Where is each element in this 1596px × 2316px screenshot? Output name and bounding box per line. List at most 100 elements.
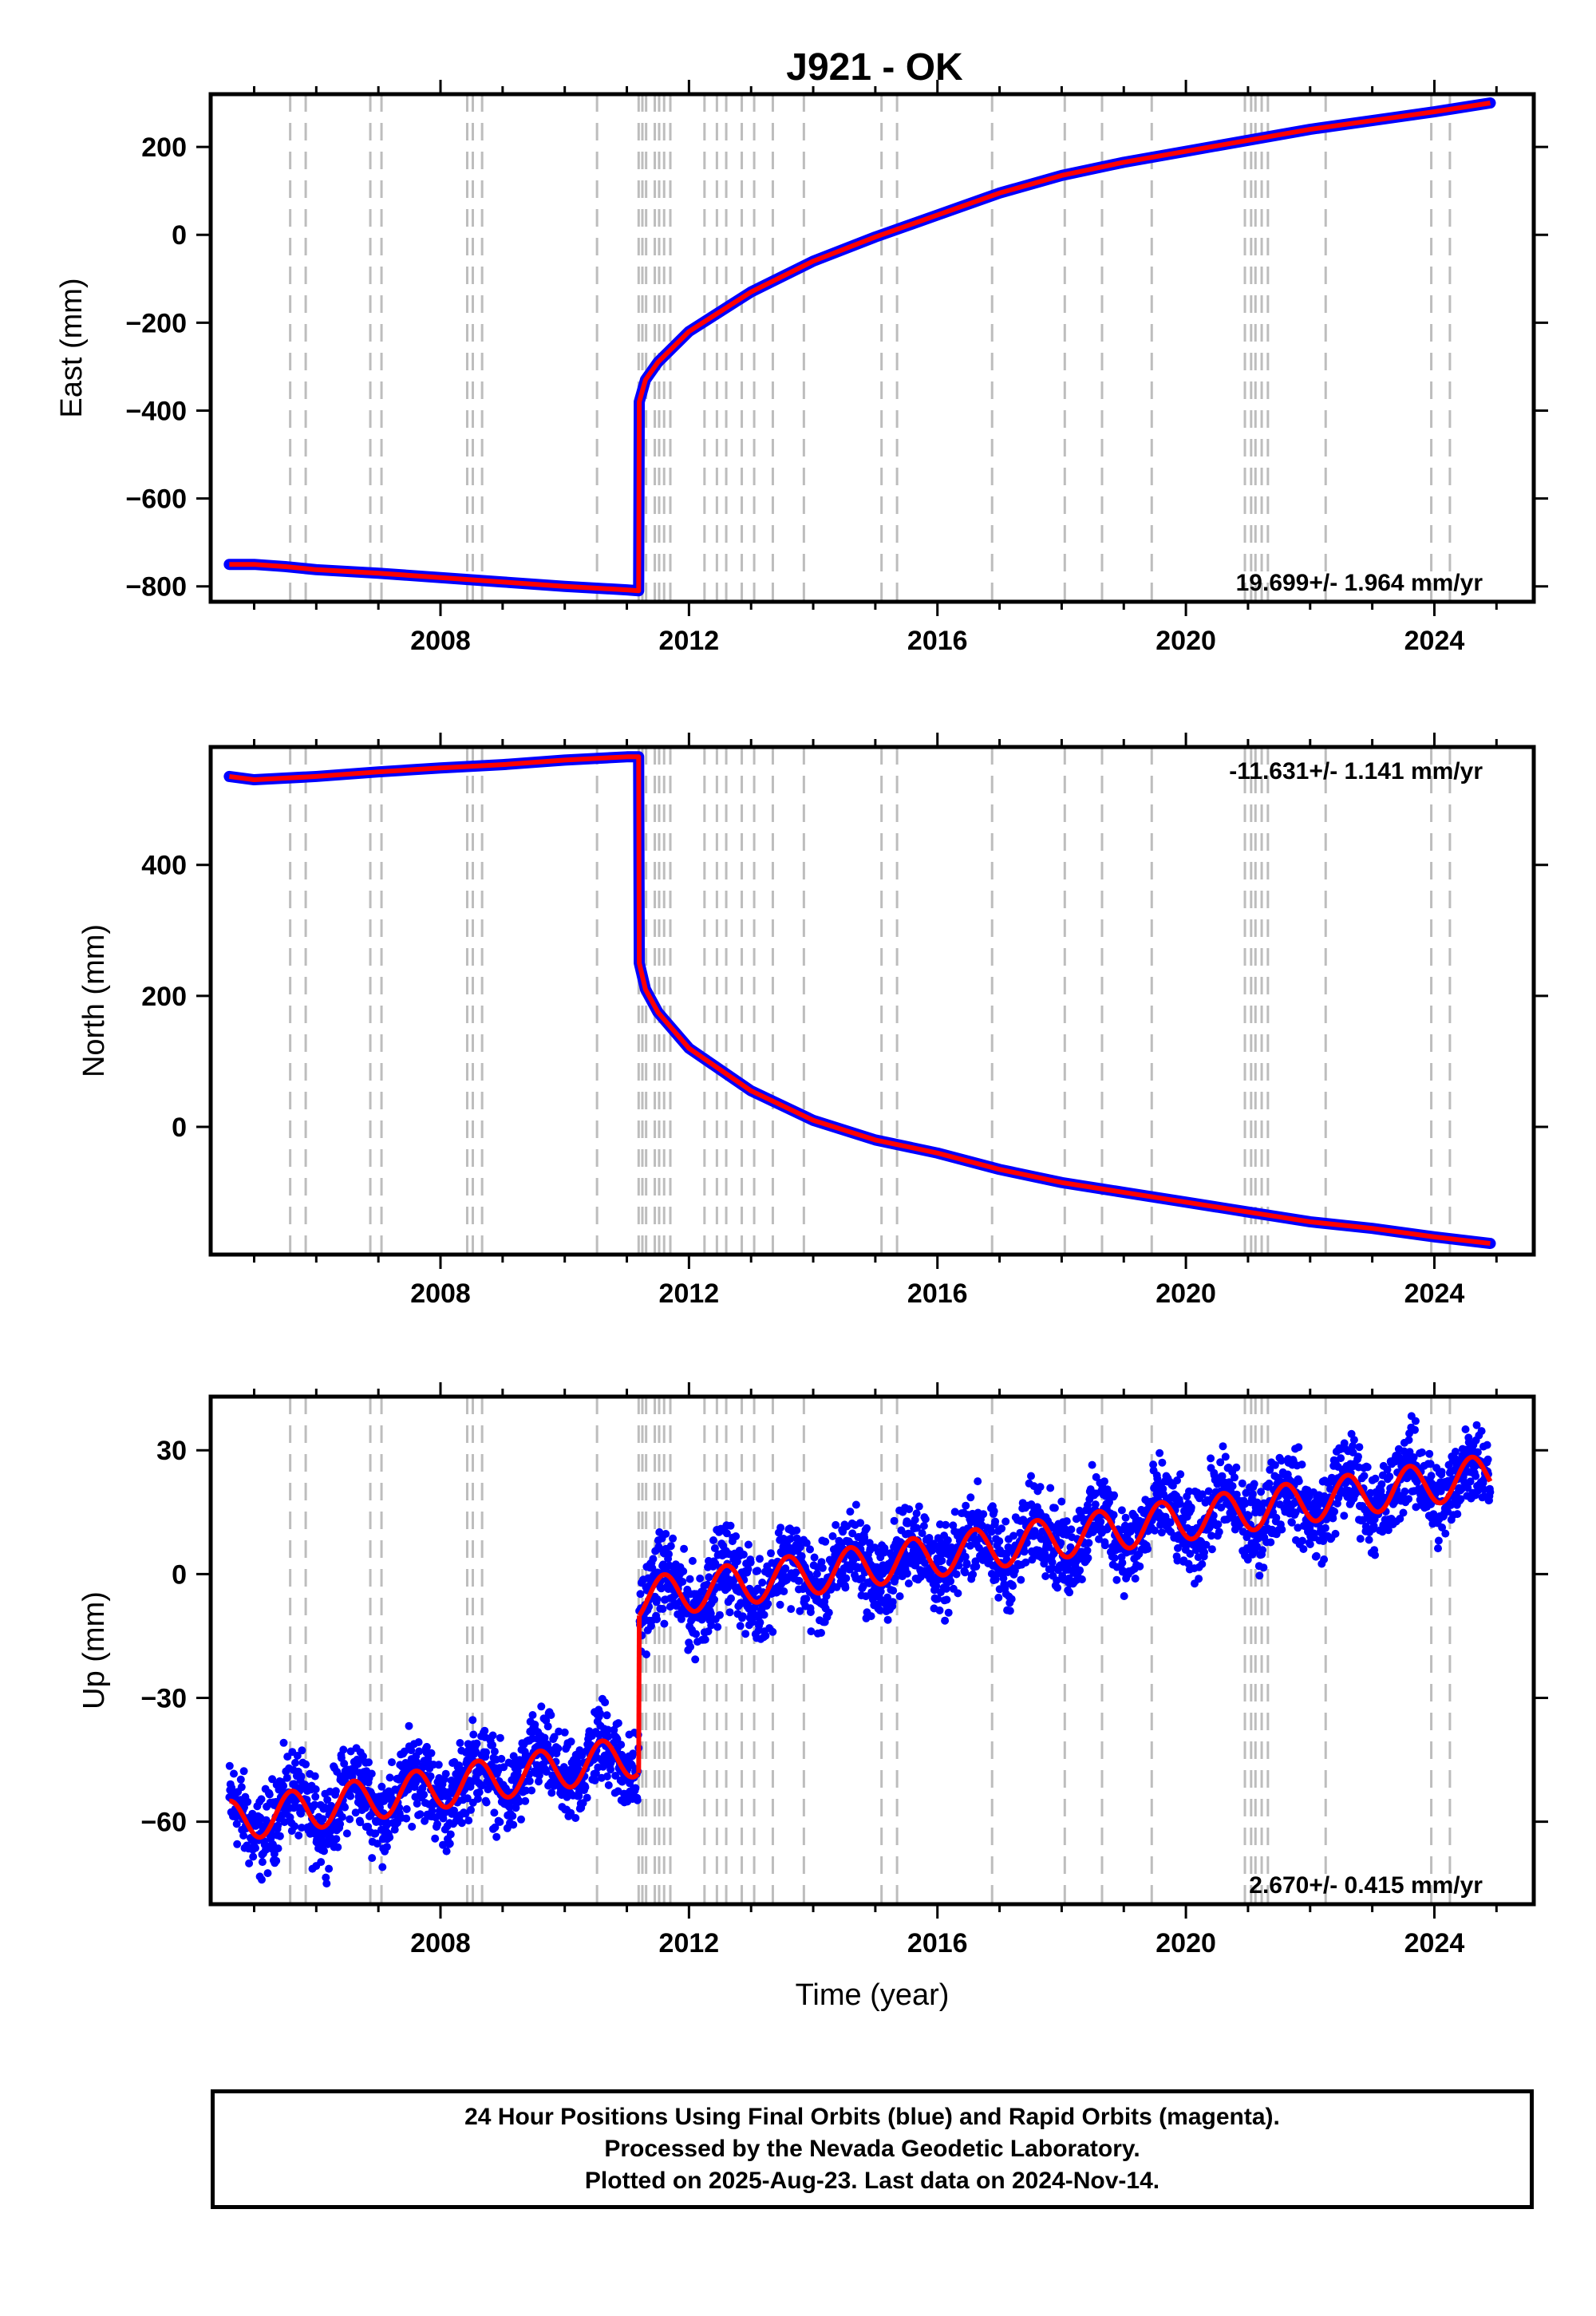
data-point — [1100, 1541, 1109, 1550]
data-point — [555, 1727, 563, 1736]
data-point — [991, 1517, 1000, 1526]
data-point — [1009, 1582, 1017, 1591]
data-point — [604, 1732, 613, 1741]
data-point — [679, 1567, 688, 1575]
data-point — [758, 1579, 767, 1587]
x-tick-label: 2008 — [410, 626, 471, 656]
data-point — [525, 1777, 534, 1785]
data-point — [950, 1508, 959, 1516]
data-point — [382, 1843, 391, 1852]
data-point — [540, 1733, 549, 1742]
data-point — [1062, 1517, 1071, 1526]
data-point — [280, 1818, 289, 1827]
data-point — [688, 1556, 697, 1565]
series-group — [223, 97, 1496, 597]
data-point — [1157, 1528, 1166, 1537]
data-point — [290, 1822, 299, 1831]
data-point — [952, 1570, 961, 1579]
data-point — [653, 1595, 662, 1603]
footer-line-2: Processed by the Nevada Geodetic Laborat… — [604, 2136, 1140, 2162]
data-point — [1438, 1524, 1447, 1531]
data-point — [1363, 1463, 1372, 1472]
data-point — [741, 1630, 750, 1638]
data-point — [704, 1627, 713, 1636]
data-point — [1253, 1542, 1261, 1551]
data-point — [243, 1797, 252, 1806]
data-point — [322, 1879, 331, 1888]
data-point — [517, 1815, 525, 1824]
data-point — [841, 1583, 850, 1592]
data-point — [1214, 1520, 1223, 1529]
data-point — [744, 1540, 753, 1549]
data-point — [642, 1650, 650, 1658]
data-point — [420, 1790, 429, 1799]
data-point — [911, 1516, 919, 1524]
data-point — [496, 1818, 504, 1826]
data-point — [932, 1582, 941, 1591]
data-point — [746, 1558, 755, 1567]
data-point — [1088, 1460, 1096, 1469]
data-point — [1005, 1607, 1014, 1615]
data-point — [433, 1820, 441, 1828]
data-point — [925, 1534, 934, 1542]
data-point — [1272, 1513, 1281, 1522]
data-point — [796, 1543, 804, 1551]
data-point — [710, 1595, 718, 1604]
data-point — [806, 1545, 814, 1554]
data-point — [1144, 1544, 1152, 1553]
data-point — [972, 1562, 981, 1571]
data-point — [583, 1793, 591, 1802]
data-point — [1046, 1484, 1055, 1492]
data-point — [550, 1733, 559, 1741]
data-point — [1121, 1513, 1130, 1522]
data-point — [402, 1804, 411, 1813]
data-point — [274, 1821, 282, 1830]
data-point — [848, 1529, 857, 1538]
model-fit-line — [227, 1738, 640, 1840]
data-point — [1186, 1550, 1195, 1558]
data-point — [1076, 1566, 1084, 1575]
data-point — [736, 1622, 745, 1630]
data-point — [1027, 1472, 1035, 1480]
data-point — [935, 1606, 944, 1614]
data-point — [629, 1749, 638, 1758]
data-point — [456, 1739, 464, 1747]
data-point — [567, 1737, 575, 1746]
data-point — [472, 1739, 481, 1748]
data-point — [1330, 1508, 1339, 1516]
data-point — [1020, 1547, 1029, 1556]
data-point — [359, 1752, 367, 1761]
data-point — [473, 1795, 482, 1803]
data-point — [1095, 1535, 1103, 1543]
data-point — [492, 1832, 501, 1841]
data-point — [225, 1761, 234, 1770]
data-point — [1404, 1495, 1413, 1504]
data-point — [257, 1795, 266, 1804]
data-point — [1340, 1512, 1349, 1520]
data-point — [1320, 1555, 1329, 1563]
data-point — [1131, 1575, 1140, 1583]
data-point — [239, 1832, 248, 1840]
data-point — [631, 1784, 640, 1792]
data-point — [867, 1612, 875, 1621]
data-point — [521, 1796, 530, 1805]
data-point — [1306, 1540, 1314, 1548]
data-point — [596, 1709, 605, 1718]
data-point — [792, 1568, 800, 1577]
data-point — [279, 1738, 288, 1747]
data-point — [1259, 1563, 1268, 1572]
data-point — [469, 1730, 478, 1739]
data-point — [230, 1769, 238, 1778]
x-tick-label: 2024 — [1404, 1928, 1465, 1958]
data-point — [678, 1578, 687, 1586]
data-point — [1334, 1493, 1343, 1502]
data-point — [966, 1541, 974, 1550]
data-point — [707, 1621, 716, 1630]
data-point — [1349, 1442, 1357, 1450]
data-point — [339, 1745, 348, 1754]
data-point — [531, 1721, 539, 1729]
data-point — [311, 1792, 320, 1801]
data-point — [812, 1570, 821, 1578]
data-point — [905, 1505, 914, 1514]
data-point — [1048, 1558, 1057, 1567]
